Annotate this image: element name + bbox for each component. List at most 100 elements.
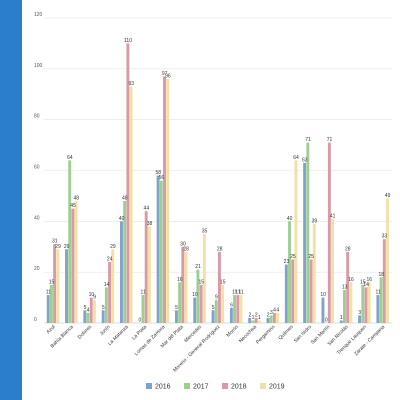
bar-2016-10 xyxy=(229,307,233,323)
bar-2019-6 xyxy=(166,79,170,323)
bar-2019-10 xyxy=(239,295,243,323)
data-label-2017-17: 15 xyxy=(360,279,366,285)
legend-item-2016[interactable]: 2016 xyxy=(146,383,171,391)
data-label-2018-7: 30 xyxy=(180,241,186,247)
data-label-2016-10: 6 xyxy=(230,302,233,308)
bar-2018-8 xyxy=(199,284,203,323)
data-label-2019-0: 29 xyxy=(55,244,61,250)
data-label-2019-5: 38 xyxy=(147,221,153,227)
bar-2016-8 xyxy=(193,297,197,323)
data-label-2016-0: 11 xyxy=(46,290,51,296)
bar-2019-9 xyxy=(221,284,225,323)
y-tick-label-80: 80 xyxy=(34,114,40,120)
data-label-2018-1: 45 xyxy=(70,203,76,209)
bar-2016-14 xyxy=(303,162,307,323)
bar-2017-3 xyxy=(104,287,108,323)
data-label-2018-18: 33 xyxy=(382,234,388,240)
bar-2017-7 xyxy=(178,282,182,323)
x-category-label-13: Quilmes xyxy=(277,324,295,342)
data-label-2018-16: 28 xyxy=(345,246,351,252)
bar-2018-18 xyxy=(382,239,386,323)
data-label-2016-14: 63 xyxy=(302,157,308,163)
legend-swatch-2017 xyxy=(184,383,190,389)
bar-2016-0 xyxy=(46,295,50,323)
data-label-2019-7: 28 xyxy=(183,246,189,252)
data-label-2019-18: 49 xyxy=(385,193,391,199)
bar-2017-13 xyxy=(288,221,291,323)
bar-2018-6 xyxy=(163,76,166,323)
bar-2018-12 xyxy=(272,312,276,323)
bar-2017-4 xyxy=(123,201,127,323)
data-label-2017-13: 40 xyxy=(287,216,293,222)
bar-2016-7 xyxy=(174,310,178,323)
data-label-2019-1: 48 xyxy=(73,196,79,202)
data-label-2016-5: 0 xyxy=(139,318,142,324)
bar-2016-9 xyxy=(211,310,215,323)
x-category-label-0: Azul xyxy=(45,324,56,335)
data-label-2019-9: 15 xyxy=(220,279,226,285)
bar-2019-1 xyxy=(74,201,78,323)
data-label-2016-3: 5 xyxy=(102,305,105,311)
data-label-2017-16: 13 xyxy=(342,284,348,290)
legend-swatch-2016 xyxy=(146,383,152,389)
data-label-2016-16: 1 xyxy=(340,315,343,321)
data-label-2017-0: 15 xyxy=(49,279,55,285)
data-label-2017-12: 3 xyxy=(270,310,273,316)
legend[interactable]: 2016 2017 2018 2019 xyxy=(146,383,285,391)
bar-2016-18 xyxy=(376,295,380,323)
data-label-2019-8: 35 xyxy=(202,229,208,235)
bar-2019-16 xyxy=(349,282,353,323)
data-label-2016-9: 5 xyxy=(212,305,215,311)
bar-2019-7 xyxy=(184,251,188,323)
bar-2016-15 xyxy=(321,297,325,323)
data-label-2016-2: 5 xyxy=(84,305,87,311)
bar-2017-11 xyxy=(251,320,255,323)
data-label-2018-3: 24 xyxy=(107,257,113,263)
data-label-2019-14: 39 xyxy=(312,218,318,224)
bar-2017-18 xyxy=(379,277,383,323)
bar-2016-16 xyxy=(339,320,343,323)
bar-2017-2 xyxy=(86,312,90,323)
bar-2016-11 xyxy=(248,317,252,323)
y-tick-label-40: 40 xyxy=(34,215,40,221)
bar-2019-3 xyxy=(111,249,115,323)
legend-item-2017[interactable]: 2017 xyxy=(184,383,209,391)
data-label-2016-18: 11 xyxy=(375,290,380,296)
data-label-2017-18: 18 xyxy=(378,272,384,278)
bar-2019-8 xyxy=(202,234,206,323)
data-label-2017-6: 56 xyxy=(159,175,165,181)
legend-swatch-2018 xyxy=(222,383,228,389)
bar-2018-14 xyxy=(309,259,313,323)
data-label-2016-12: 2 xyxy=(267,312,270,318)
data-label-2016-1: 29 xyxy=(64,244,70,250)
data-label-2017-9: 9 xyxy=(215,295,218,301)
bar-2018-11 xyxy=(254,317,258,323)
y-tick-label-100: 100 xyxy=(34,63,43,69)
data-label-2018-13: 25 xyxy=(290,254,296,260)
data-label-2019-6: 96 xyxy=(165,74,171,80)
bar-2017-10 xyxy=(233,295,237,323)
legend-item-2018[interactable]: 2018 xyxy=(222,383,247,391)
bar-2018-5 xyxy=(144,211,148,323)
bar-2016-12 xyxy=(266,317,270,323)
legend-label-2018: 2018 xyxy=(231,384,247,391)
data-label-2018-5: 44 xyxy=(144,206,150,212)
bar-2019-11 xyxy=(257,320,261,323)
data-label-2017-11: 1 xyxy=(252,315,255,321)
legend-item-2019[interactable]: 2019 xyxy=(260,383,285,391)
bar-2019-5 xyxy=(147,226,151,323)
bar-2019-13 xyxy=(294,160,298,323)
x-category-label-3: Junín xyxy=(99,324,112,337)
data-label-2017-7: 16 xyxy=(177,277,183,283)
bar-2017-0 xyxy=(49,284,53,323)
data-label-2019-16: 16 xyxy=(348,277,354,283)
bar-2018-3 xyxy=(108,262,112,323)
data-label-2017-14: 71 xyxy=(305,137,311,143)
bar-2017-14 xyxy=(306,142,310,323)
bar-2018-13 xyxy=(291,259,295,323)
data-label-2018-14: 25 xyxy=(308,254,314,260)
bar-2017-17 xyxy=(361,284,365,323)
bar-2018-15 xyxy=(327,142,331,323)
bar-2016-1 xyxy=(65,249,68,323)
